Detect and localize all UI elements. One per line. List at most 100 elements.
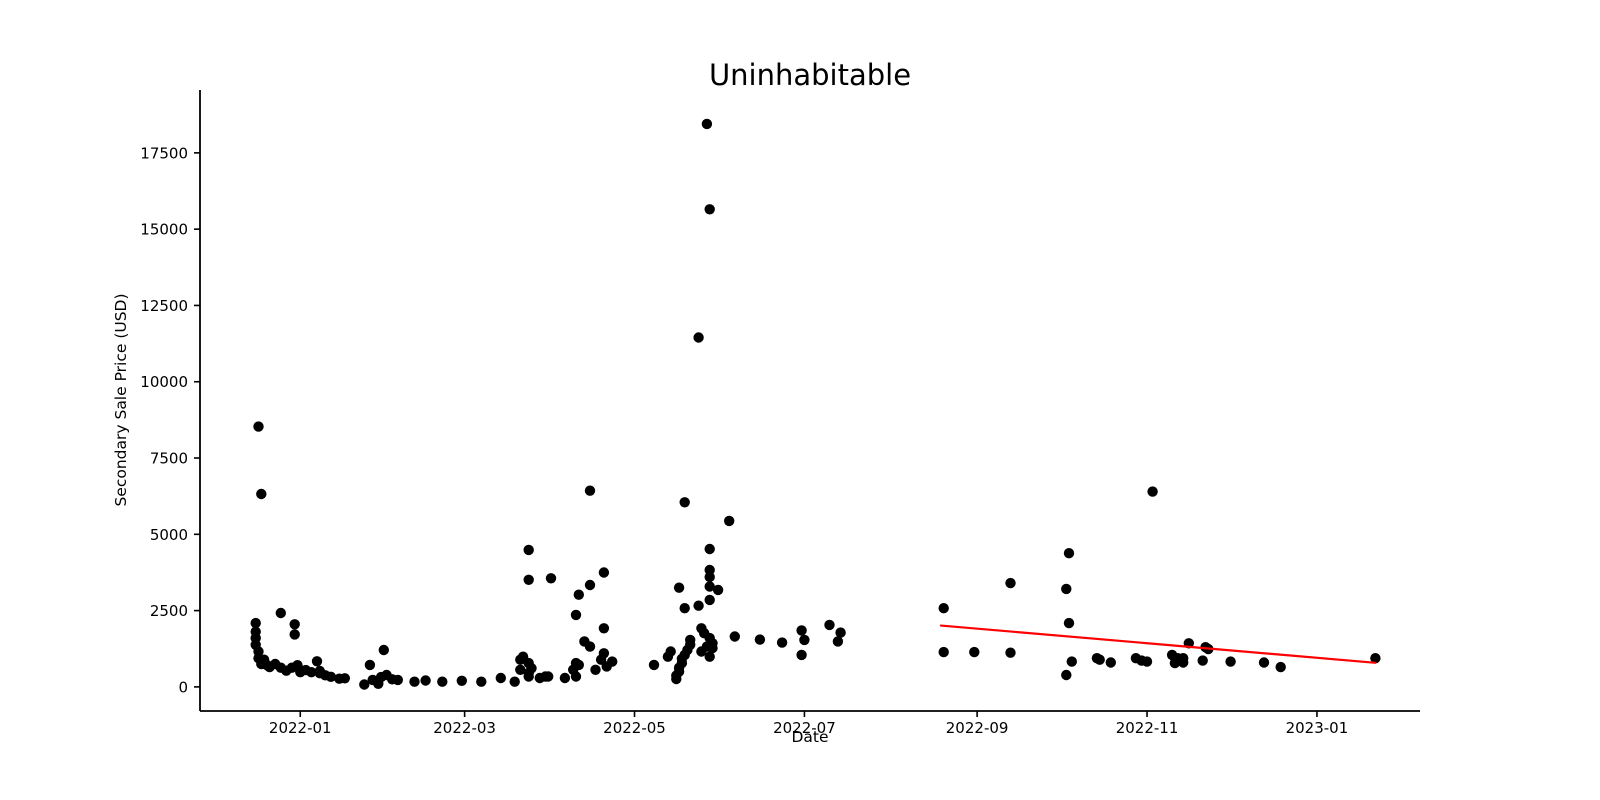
data-point xyxy=(253,421,264,432)
data-point xyxy=(1063,617,1075,629)
data-point xyxy=(311,656,323,667)
data-point xyxy=(704,543,715,555)
data-point xyxy=(1275,661,1286,673)
y-tick-label: 17500 xyxy=(140,144,188,162)
data-point xyxy=(456,675,467,686)
data-point xyxy=(704,651,715,662)
data-point xyxy=(712,584,724,596)
data-point xyxy=(648,659,660,671)
y-axis: 0 2500 5000 7500 10000 12500 15000 17500 xyxy=(140,144,200,696)
data-point xyxy=(1178,657,1189,668)
data-point xyxy=(1141,656,1153,667)
data-point xyxy=(256,488,267,500)
data-point xyxy=(573,589,584,600)
data-point xyxy=(526,663,537,674)
data-point xyxy=(673,582,685,593)
data-point xyxy=(598,623,610,634)
data-point xyxy=(607,656,618,667)
data-point xyxy=(832,636,844,647)
data-point xyxy=(515,664,526,675)
data-point xyxy=(476,676,487,687)
data-point xyxy=(796,625,807,636)
data-point xyxy=(598,567,610,578)
data-point xyxy=(289,619,300,630)
data-point xyxy=(573,659,584,671)
data-point xyxy=(584,485,596,496)
data-point xyxy=(325,671,337,682)
data-point xyxy=(704,594,715,606)
data-point xyxy=(679,497,690,508)
data-point xyxy=(969,646,980,658)
y-tick-label: 0 xyxy=(178,678,188,696)
data-point xyxy=(938,603,949,614)
data-point xyxy=(378,644,389,656)
data-point xyxy=(685,634,696,646)
x-axis-label: Date xyxy=(791,728,829,746)
data-point xyxy=(1061,583,1072,595)
data-point xyxy=(392,674,403,686)
y-tick-label: 10000 xyxy=(140,373,188,391)
data-point xyxy=(420,675,431,686)
data-point xyxy=(543,671,554,682)
y-tick-label: 7500 xyxy=(150,450,188,468)
data-point xyxy=(724,515,735,527)
data-point xyxy=(598,648,610,659)
data-point xyxy=(570,671,582,682)
data-point xyxy=(729,631,740,642)
data-point xyxy=(1005,577,1016,589)
data-point xyxy=(1225,656,1236,667)
data-point xyxy=(1105,657,1117,668)
data-point xyxy=(289,629,300,640)
y-tick-label: 12500 xyxy=(140,297,188,315)
data-point xyxy=(701,118,713,130)
data-point xyxy=(938,646,949,658)
data-point xyxy=(559,672,571,684)
x-tick-label: 2022-09 xyxy=(946,719,1009,737)
data-point xyxy=(364,659,376,671)
chart-title: Uninhabitable xyxy=(708,58,912,92)
data-point xyxy=(523,671,534,682)
data-point xyxy=(570,609,582,621)
y-tick-label: 15000 xyxy=(140,221,188,239)
data-point xyxy=(339,673,350,684)
data-point xyxy=(1094,654,1105,665)
data-point xyxy=(1063,548,1075,559)
data-point xyxy=(1197,655,1208,666)
data-point xyxy=(754,634,766,645)
trend-line xyxy=(939,624,1377,664)
data-point xyxy=(250,617,261,629)
data-point xyxy=(590,664,601,675)
data-point xyxy=(707,642,718,654)
data-point xyxy=(704,204,715,215)
data-point xyxy=(409,676,420,687)
data-point xyxy=(523,544,534,556)
x-tick-label: 2022-05 xyxy=(603,719,666,737)
data-point xyxy=(509,676,520,687)
data-point xyxy=(359,679,370,690)
data-point xyxy=(796,649,807,661)
data-point xyxy=(1005,647,1016,658)
x-axis: 2022-01 2022-03 2022-05 2022-07 2022-09 2022-… xyxy=(269,711,1348,737)
x-tick-label: 2022-01 xyxy=(269,719,332,737)
data-point xyxy=(1258,657,1270,668)
data-point xyxy=(584,641,596,652)
data-point xyxy=(693,332,704,343)
data-point xyxy=(704,571,715,583)
data-point xyxy=(704,581,715,592)
data-point xyxy=(275,607,286,619)
data-point xyxy=(523,574,534,585)
data-point xyxy=(1061,669,1072,681)
data-point xyxy=(1370,653,1381,664)
data-point xyxy=(776,637,788,648)
x-tick-label: 2022-03 xyxy=(433,719,496,737)
data-point xyxy=(495,672,506,684)
data-point xyxy=(693,600,704,611)
x-tick-label: 2022-11 xyxy=(1116,719,1179,737)
y-tick-label: 5000 xyxy=(150,526,188,544)
x-tick-label: 2023-01 xyxy=(1286,719,1349,737)
data-point xyxy=(799,634,810,646)
data-point xyxy=(835,627,846,638)
data-point xyxy=(679,603,690,614)
data-point xyxy=(1066,656,1078,667)
